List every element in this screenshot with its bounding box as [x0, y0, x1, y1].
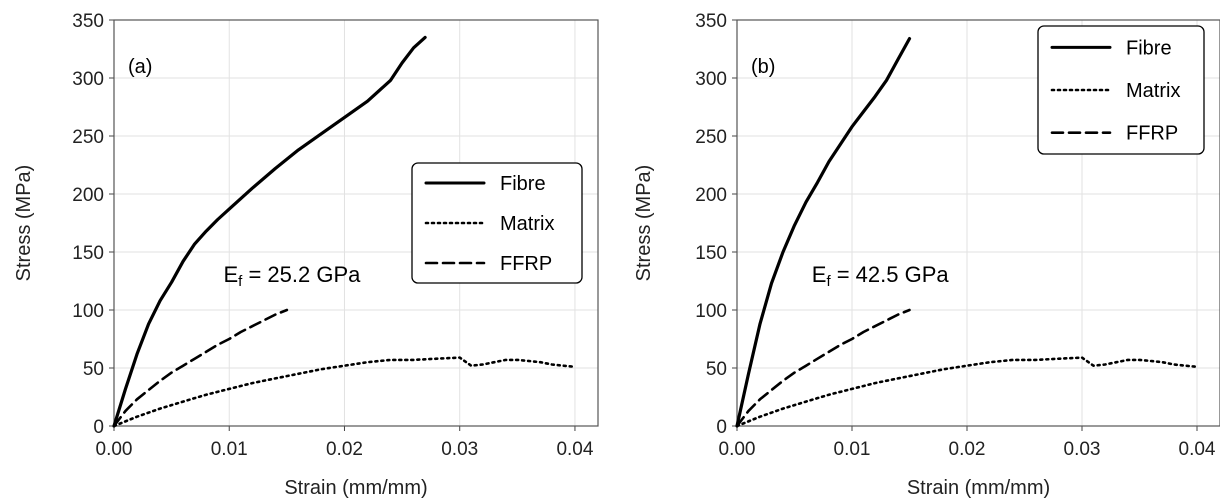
annotation-symbol: E — [223, 262, 238, 287]
x-tick-label: 0.04 — [556, 439, 593, 460]
panel-label: (a) — [128, 56, 152, 78]
legend-label-matrix: Matrix — [500, 213, 554, 235]
plot-frame — [736, 19, 1220, 427]
y-tick-label: 50 — [83, 359, 104, 380]
y-tick-label: 0 — [93, 417, 104, 438]
x-tick-label: 0.03 — [1064, 439, 1101, 460]
y-tick-label: 150 — [72, 243, 104, 264]
series-line-ffrp — [735, 308, 911, 428]
annotation-value: = 42.5 GPa — [831, 262, 950, 287]
annotation-value: = 25.2 GPa — [242, 262, 361, 287]
series-line-fibre — [735, 37, 912, 428]
x-tick-label: 0.02 — [949, 439, 986, 460]
legend-box — [1037, 25, 1205, 155]
y-tick-label: 250 — [72, 127, 104, 148]
legend-label-fibre: Fibre — [1126, 37, 1172, 59]
x-tick-label: 0.04 — [1179, 439, 1216, 460]
x-tick-label: 0.00 — [96, 439, 133, 460]
x-tick-label: 0.01 — [211, 439, 248, 460]
y-tick-label: 350 — [72, 11, 104, 32]
legend: Fibre Matrix FFRP — [1037, 25, 1205, 155]
legend-label-fibre: Fibre — [500, 173, 546, 195]
annotation-subscript: f — [826, 273, 831, 290]
legend-box — [411, 162, 583, 284]
y-axis-title: Stress (MPa) — [633, 165, 655, 282]
plot-frame — [113, 19, 599, 427]
x-tick-label: 0.03 — [441, 439, 478, 460]
y-tick-label: 300 — [72, 69, 104, 90]
series-line-matrix — [735, 356, 1199, 428]
legend-label-ffrp: FFRP — [1126, 123, 1178, 145]
legend-label-ffrp: FFRP — [500, 253, 552, 275]
legend-label-matrix: Matrix — [1126, 80, 1180, 102]
annotation-symbol: E — [812, 262, 827, 287]
y-tick-label: 100 — [72, 301, 104, 322]
x-tick-label: 0.00 — [719, 439, 756, 460]
annotation-subscript: f — [238, 273, 243, 290]
x-tick-label: 0.02 — [326, 439, 363, 460]
y-tick-label: 350 — [695, 11, 727, 32]
y-tick-label: 50 — [706, 359, 727, 380]
chart-panel-a: 0.00 0.01 0.02 0.03 0.04 0 50 100 150 200 250 300 35… — [13, 11, 599, 499]
y-tick-label: 200 — [695, 185, 727, 206]
series-line-fibre — [112, 35, 427, 428]
y-tick-label: 100 — [695, 301, 727, 322]
modulus-annotation: Ef = 25.2 GPa — [223, 262, 361, 290]
legend: Fibre Matrix FFRP — [411, 162, 583, 284]
y-tick-label: 150 — [695, 243, 727, 264]
y-tick-label: 200 — [72, 185, 104, 206]
y-axis-title: Stress (MPa) — [13, 165, 35, 282]
x-axis-title: Strain (mm/mm) — [907, 477, 1050, 499]
panel-label: (b) — [751, 56, 775, 78]
y-tick-label: 250 — [695, 127, 727, 148]
series-line-matrix — [112, 356, 577, 428]
y-tick-label: 0 — [716, 417, 727, 438]
series-line-ffrp — [112, 308, 289, 428]
x-axis-title: Strain (mm/mm) — [284, 477, 427, 499]
y-tick-label: 300 — [695, 69, 727, 90]
x-tick-label: 0.01 — [834, 439, 871, 460]
chart-panel-b: 0.00 0.01 0.02 0.03 0.04 0 50 100 150 200 250 300 35… — [633, 11, 1220, 499]
modulus-annotation: Ef = 42.5 GPa — [812, 262, 950, 290]
